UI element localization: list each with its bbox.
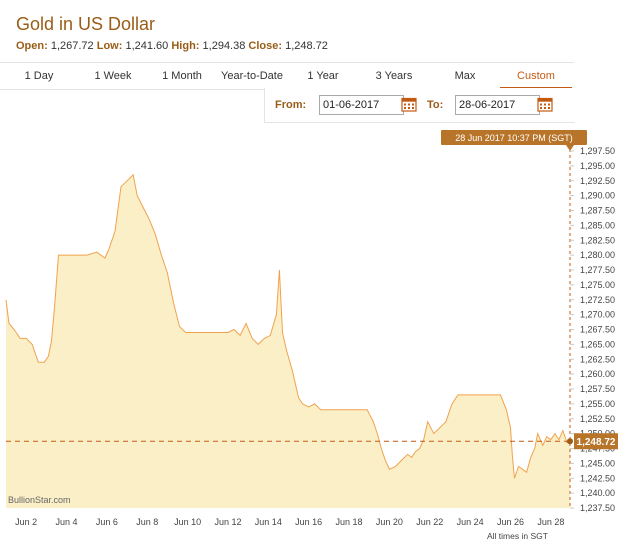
y-tick-label: 1,272.50 [580,295,615,305]
calendar-icon[interactable] [537,96,553,112]
close-value: 1,248.72 [285,40,328,52]
y-tick-label: 1,275.00 [580,280,615,290]
last-value-badge [574,433,618,450]
x-tick-label: Jun 8 [136,517,158,527]
tooltip-text: 28 Jun 2017 10:37 PM (SGT) [455,133,573,143]
x-tick-label: Jun 18 [336,517,363,527]
tab-max[interactable]: Max [454,70,476,82]
high-label: High: [171,40,200,52]
low-label: Low: [96,40,123,52]
to-label: To: [427,99,444,111]
x-tick-label: Jun 6 [96,517,118,527]
y-tick-label: 1,260.00 [580,369,615,379]
y-tick-label: 1,290.00 [580,191,615,201]
close-label: Close: [248,40,283,52]
timezone-note: All times in SGT [487,531,548,541]
x-tick-label: Jun 16 [295,517,322,527]
tab-1-month[interactable]: 1 Month [162,70,202,82]
tab-3-years[interactable]: 3 Years [375,70,413,82]
y-tick-label: 1,245.00 [580,458,615,468]
x-tick-label: Jun 2 [15,517,37,527]
y-tick-label: 1,262.50 [580,354,615,364]
x-tick-label: Jun 10 [174,517,201,527]
ohlc-summary: Open: 1,267.72 Low: 1,241.60 High: 1,294… [16,40,328,52]
tab-1-week[interactable]: 1 Week [94,70,132,82]
y-tick-label: 1,255.00 [580,399,615,409]
tooltip-box [441,130,587,145]
y-tick-label: 1,240.00 [580,488,615,498]
last-value-text: 1,248.72 [577,437,616,448]
x-tick-label: Jun 26 [497,517,524,527]
x-tick-label: Jun 22 [416,517,443,527]
y-tick-label: 1,257.50 [580,384,615,394]
y-tick-label: 1,277.50 [580,265,615,275]
x-tick-label: Jun 4 [56,517,78,527]
y-tick-label: 1,267.50 [580,325,615,335]
price-line [5,173,571,479]
y-tick-label: 1,252.50 [580,414,615,424]
x-tick-label: Jun 28 [537,517,564,527]
y-tick-label: 1,282.50 [580,235,615,245]
from-label: From: [275,99,307,111]
y-tick-label: 1,297.50 [580,146,615,156]
y-tick-label: 1,287.50 [580,206,615,216]
y-tick-label: 1,265.00 [580,339,615,349]
bullionstar-watermark: BullionStar.com [8,495,71,505]
from-date-input[interactable]: 01-06-2017 [319,95,404,115]
tab-1-day[interactable]: 1 Day [24,70,54,82]
high-value: 1,294.38 [202,40,246,52]
open-value: 1,267.72 [50,40,94,52]
open-label: Open: [16,40,48,52]
y-tick-label: 1,280.00 [580,250,615,260]
x-tick-label: Jun 20 [376,517,403,527]
low-value: 1,241.60 [125,40,169,52]
tab-1-year[interactable]: 1 Year [307,70,339,82]
y-tick-label: 1,237.50 [580,503,615,513]
y-tick-label: 1,242.50 [580,473,615,483]
to-date-input[interactable]: 28-06-2017 [455,95,540,115]
tooltip-pointer [566,145,574,151]
x-tick-label: Jun 24 [457,517,484,527]
calendar-icon[interactable] [401,96,417,112]
y-tick-label: 1,295.00 [580,161,615,171]
chart-title: Gold in US Dollar [16,14,156,34]
x-tick-label: Jun 14 [255,517,282,527]
y-tick-label: 1,292.50 [580,176,615,186]
y-tick-label: 1,285.00 [580,220,615,230]
tab-year-to-date[interactable]: Year-to-Date [221,70,283,82]
y-tick-label: 1,270.00 [580,310,615,320]
last-price-dot [567,438,573,445]
price-area [6,174,570,509]
x-tick-label: Jun 12 [214,517,241,527]
custom-date-range: From: 01-06-2017 To: 28-06-2017 [264,88,575,123]
